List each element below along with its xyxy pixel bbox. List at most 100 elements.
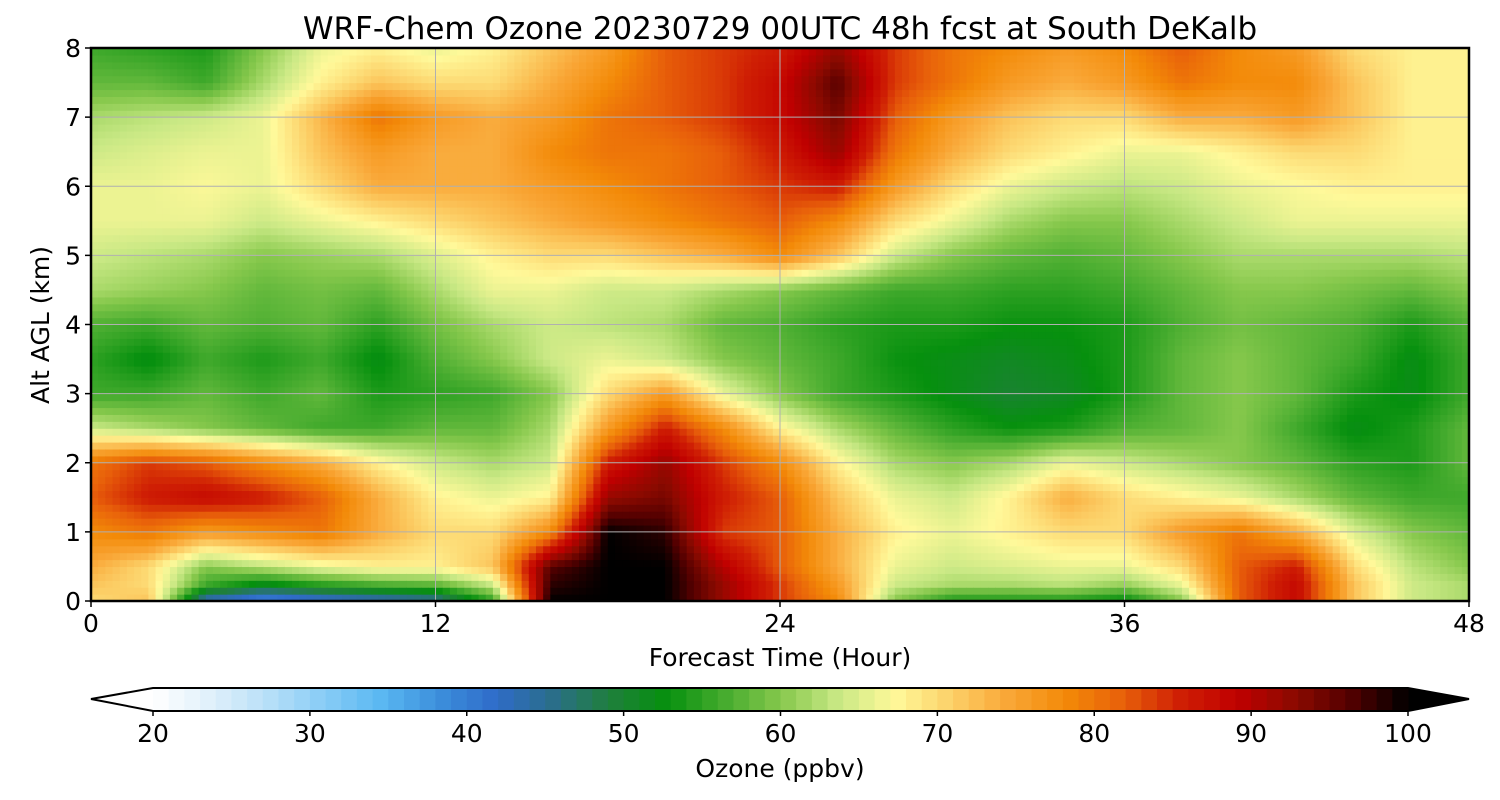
heatmap-cell <box>148 220 157 229</box>
heatmap-cell <box>98 442 106 450</box>
heatmap-cell <box>263 289 272 298</box>
heatmap-cell <box>507 594 516 602</box>
heatmap-cell <box>421 476 429 485</box>
heatmap-cell <box>514 393 523 402</box>
heatmap-cell <box>105 421 114 429</box>
heatmap-cell <box>284 442 293 450</box>
heatmap-cell <box>119 573 128 581</box>
heatmap-cell <box>184 206 193 215</box>
heatmap-cell <box>191 48 200 56</box>
heatmap-cell <box>299 193 307 201</box>
heatmap-cell <box>471 497 480 505</box>
heatmap-cell <box>406 531 415 540</box>
heatmap-cell <box>413 559 422 568</box>
heatmap-cell <box>342 365 350 374</box>
heatmap-cell <box>198 289 207 298</box>
heatmap-cell <box>385 276 394 284</box>
heatmap-cell <box>141 117 150 125</box>
heatmap-cell <box>299 559 307 568</box>
heatmap-cell <box>406 241 415 250</box>
heatmap-cell <box>320 248 329 256</box>
heatmap-cell <box>162 414 171 422</box>
heatmap-cell <box>306 165 315 174</box>
heatmap-cell <box>335 124 343 132</box>
heatmap-cell <box>320 421 329 429</box>
heatmap-cell <box>191 283 200 291</box>
heatmap-cell <box>169 289 178 298</box>
heatmap-cell <box>119 386 128 395</box>
heatmap-cell <box>342 54 350 63</box>
heatmap-cell <box>198 324 207 333</box>
heatmap-cell <box>134 504 142 512</box>
heatmap-cell <box>227 379 236 388</box>
heatmap-cell <box>363 338 372 346</box>
heatmap-cell <box>177 338 185 346</box>
heatmap-cell <box>349 359 358 367</box>
heatmap-cell <box>406 538 415 547</box>
heatmap-cell <box>363 497 372 505</box>
heatmap-cell <box>327 518 336 526</box>
heatmap-cell <box>385 248 394 256</box>
heatmap-cell <box>349 61 358 70</box>
heatmap-cell <box>205 255 214 263</box>
heatmap-cell <box>442 193 451 201</box>
heatmap-cell <box>198 262 207 270</box>
heatmap-cell <box>119 359 128 367</box>
heatmap-cell <box>385 241 394 250</box>
heatmap-cell <box>442 289 451 298</box>
heatmap-cell <box>112 213 121 222</box>
heatmap-cell <box>177 227 185 236</box>
heatmap-cell <box>313 289 322 298</box>
heatmap-cell <box>392 462 401 471</box>
heatmap-cell <box>435 48 444 56</box>
heatmap-cell <box>421 594 429 602</box>
heatmap-cell <box>392 110 401 118</box>
heatmap-cell <box>378 421 386 429</box>
heatmap-cell <box>521 594 530 602</box>
heatmap-cell <box>205 296 214 305</box>
heatmap-cell <box>162 75 171 84</box>
heatmap-cell <box>306 345 315 353</box>
heatmap-cell <box>234 331 243 339</box>
heatmap-cell <box>263 186 272 194</box>
heatmap-cell <box>320 310 329 319</box>
heatmap-cell <box>126 359 135 367</box>
heatmap-cell <box>464 75 472 84</box>
heatmap-cell <box>349 296 358 305</box>
heatmap-cell <box>457 172 465 180</box>
heatmap-cell <box>485 469 494 478</box>
heatmap-cell <box>119 61 128 70</box>
heatmap-cell <box>327 283 336 291</box>
heatmap-cell <box>205 165 214 174</box>
heatmap-cell <box>105 289 114 298</box>
heatmap-cell <box>464 48 472 56</box>
heatmap-cell <box>457 442 465 450</box>
heatmap-cell <box>227 248 236 256</box>
heatmap-cell <box>327 262 336 270</box>
heatmap-cell <box>349 442 358 450</box>
heatmap-cell <box>141 524 150 533</box>
heatmap-cell <box>119 48 128 56</box>
heatmap-cell <box>464 289 472 298</box>
heatmap-cell <box>169 130 178 139</box>
heatmap-cell <box>327 524 336 533</box>
heatmap-cell <box>205 317 214 326</box>
heatmap-cell <box>406 54 415 63</box>
heatmap-cell <box>126 75 135 84</box>
heatmap-cell <box>91 421 99 429</box>
heatmap-cell <box>112 386 121 395</box>
heatmap-cell <box>492 365 501 374</box>
heatmap-cell <box>370 317 379 326</box>
heatmap-cell <box>442 303 451 312</box>
heatmap-cell <box>112 193 121 201</box>
heatmap-cell <box>112 545 121 554</box>
heatmap-cell <box>327 255 336 263</box>
heatmap-cell <box>148 476 157 485</box>
heatmap-cell <box>220 193 228 201</box>
heatmap-cell <box>370 130 379 139</box>
heatmap-cell <box>263 137 272 146</box>
heatmap-cell <box>91 124 99 132</box>
heatmap-cell <box>449 552 458 561</box>
heatmap-cell <box>177 428 185 436</box>
heatmap-cell <box>227 338 236 346</box>
